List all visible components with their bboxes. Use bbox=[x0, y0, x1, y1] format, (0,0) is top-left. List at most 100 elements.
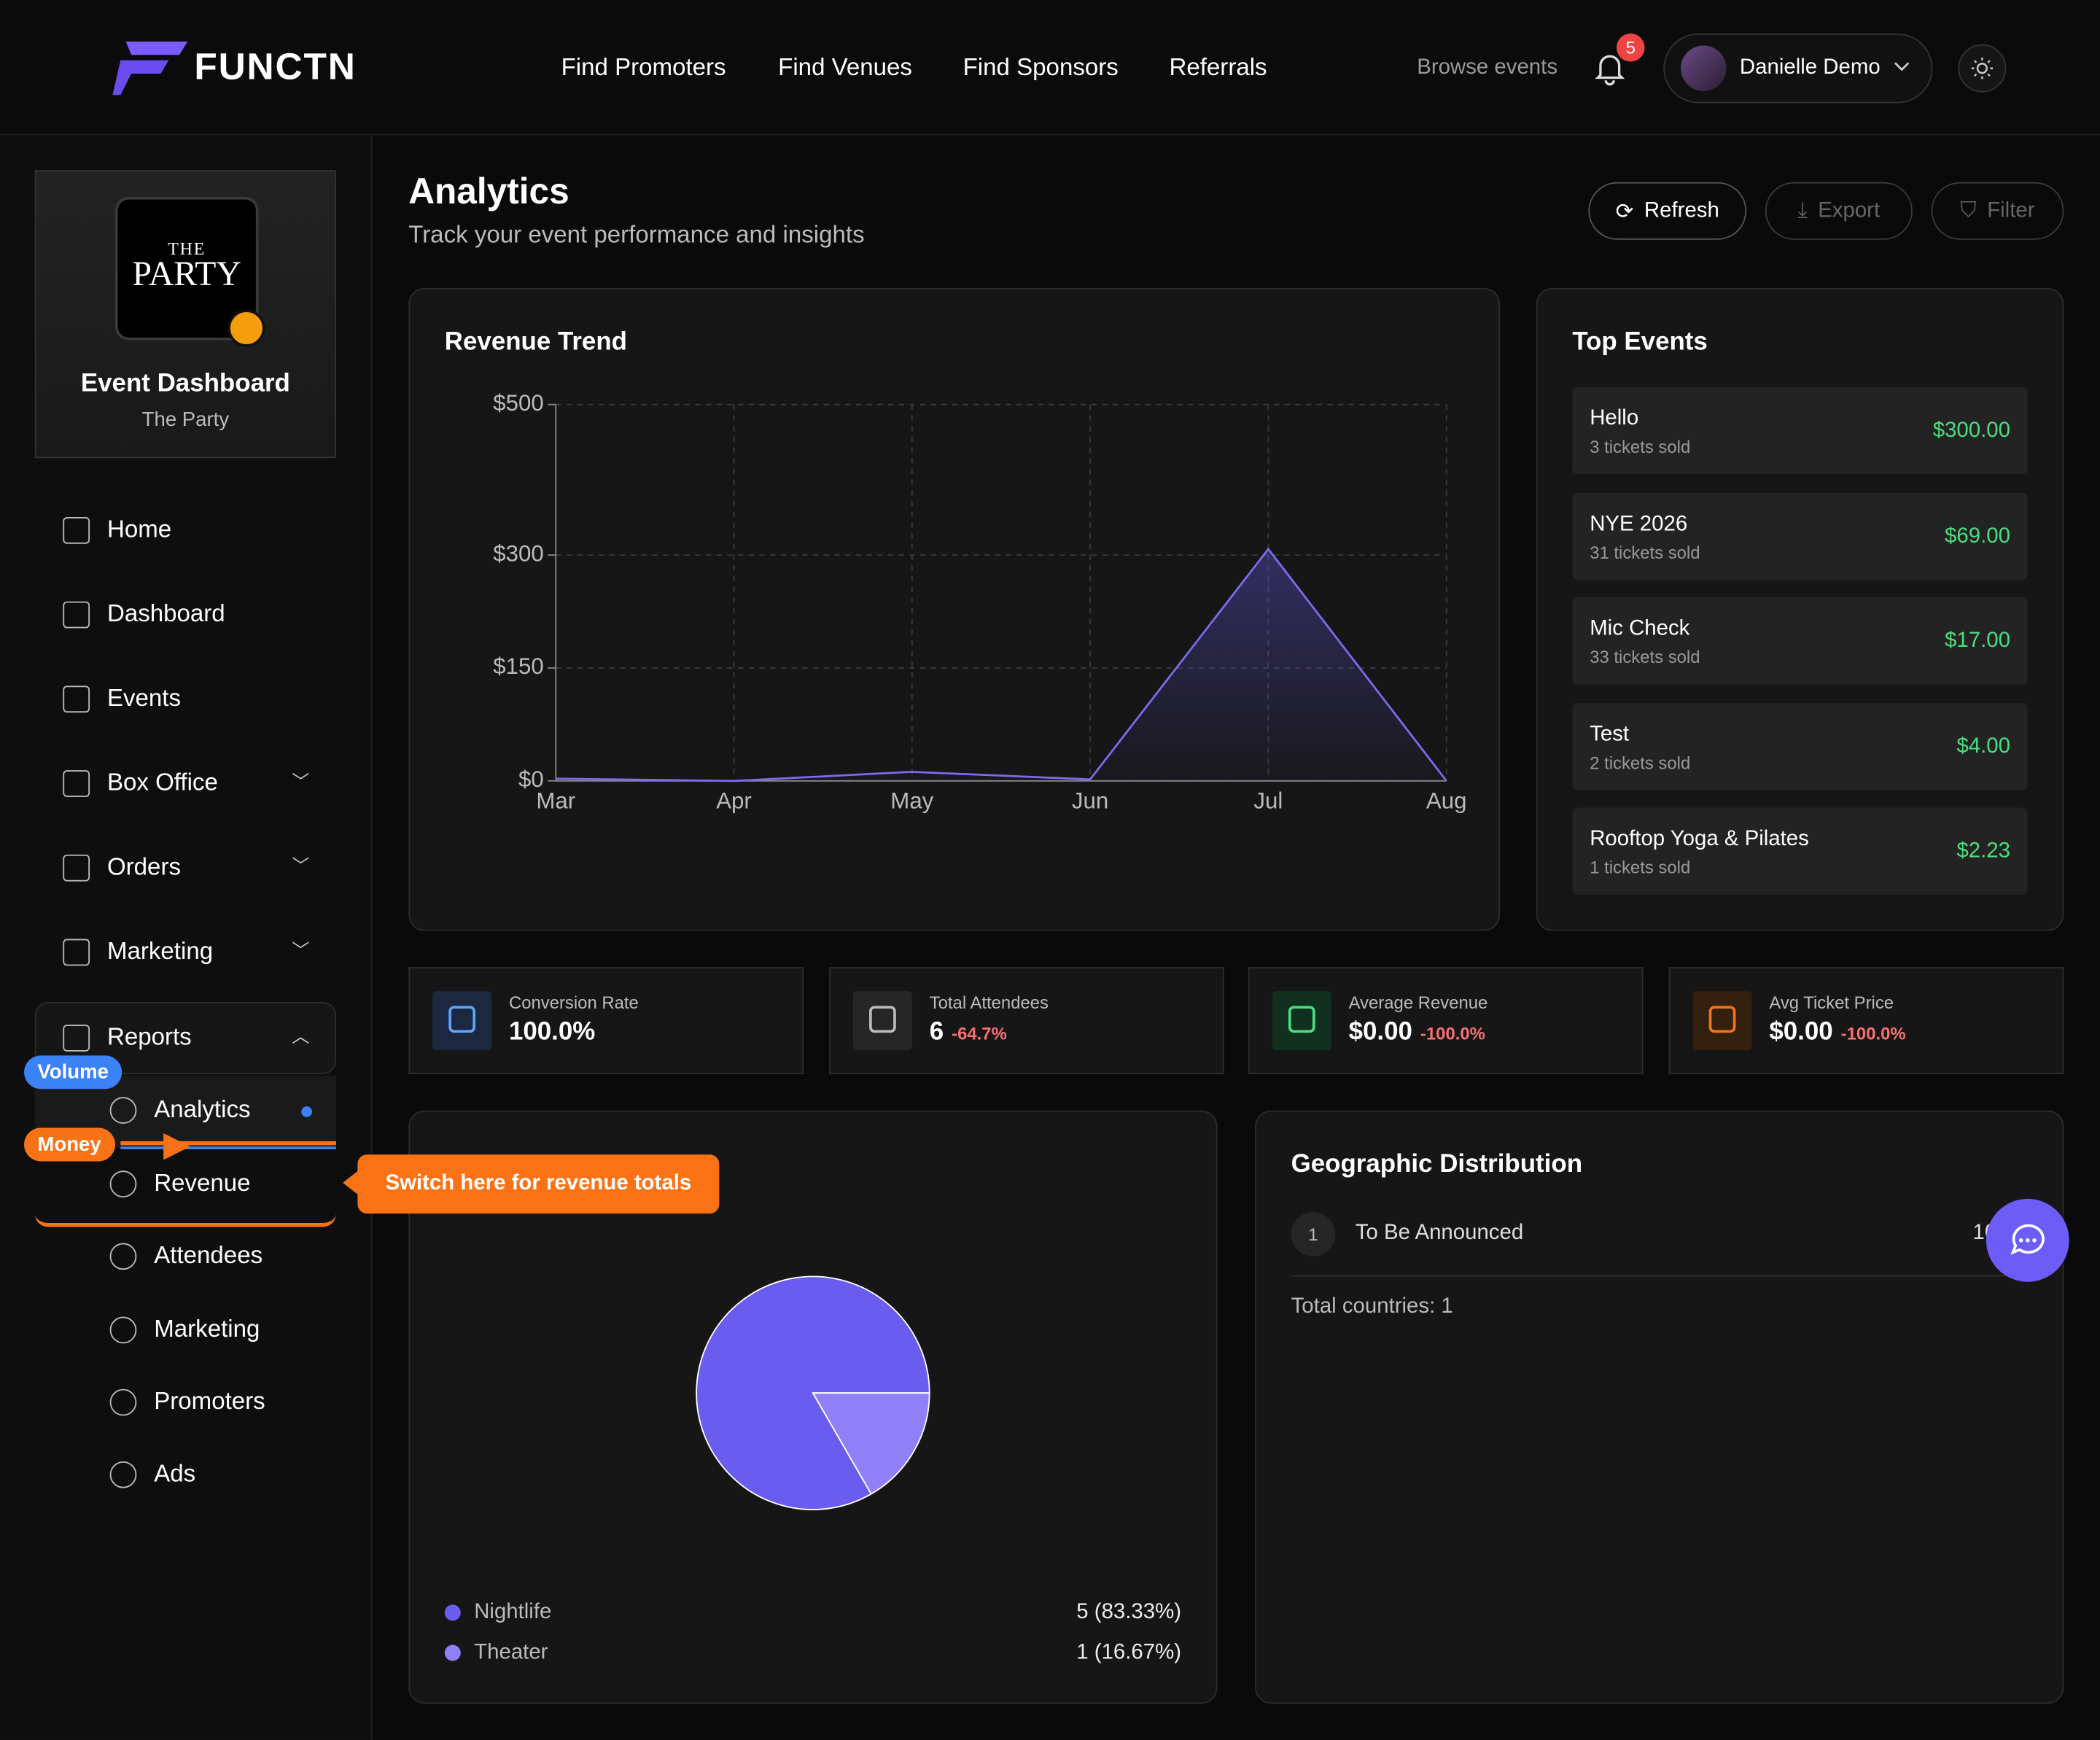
x-tick-label: Apr bbox=[716, 788, 752, 813]
export-button[interactable]: ⤓ Export bbox=[1765, 182, 1913, 240]
event-revenue: $300.00 bbox=[1932, 419, 2010, 443]
stat-icon-glyph bbox=[869, 1006, 896, 1033]
event-sold: 3 tickets sold bbox=[1590, 436, 1691, 457]
nav-link[interactable]: Find Venues bbox=[778, 53, 912, 81]
page-subtitle: Track your event performance and insight… bbox=[408, 221, 865, 248]
stat-icon-glyph bbox=[1288, 1006, 1315, 1033]
submenu-item[interactable]: Revenue bbox=[154, 1169, 251, 1197]
card-title: Revenue Trend bbox=[444, 328, 627, 357]
chevron: ﹀ bbox=[292, 771, 310, 792]
geo-rank: 1 bbox=[1291, 1212, 1336, 1257]
event-row[interactable] bbox=[1572, 702, 2028, 790]
x-tick-label: Jul bbox=[1253, 788, 1283, 813]
nav-link[interactable]: Referrals bbox=[1169, 53, 1267, 81]
button-label: Refresh bbox=[1644, 198, 1719, 222]
legend-dot bbox=[444, 1644, 461, 1661]
logo-icon bbox=[112, 41, 188, 96]
menu-item[interactable]: Marketing bbox=[106, 937, 214, 965]
stat-number: 100.0% bbox=[508, 1017, 596, 1046]
stat-icon bbox=[1692, 991, 1752, 1051]
geo-total: Total countries: 1 bbox=[1291, 1295, 1453, 1318]
event-name: Mic Check bbox=[1590, 617, 1690, 640]
stat-icon bbox=[432, 991, 492, 1051]
event-revenue: $17.00 bbox=[1945, 629, 2010, 653]
menu-item[interactable]: Orders bbox=[106, 853, 181, 880]
submenu-icon bbox=[109, 1388, 137, 1416]
stat-icon bbox=[1272, 991, 1331, 1051]
bell-icon[interactable] bbox=[1594, 51, 1626, 86]
logo-text: FUNCTN bbox=[194, 45, 357, 88]
stat-number: $0.00 bbox=[1348, 1017, 1412, 1046]
submenu-item[interactable]: Promoters bbox=[154, 1387, 265, 1415]
theme-toggle[interactable] bbox=[1958, 44, 2007, 93]
event-name: NYE 2026 bbox=[1590, 512, 1688, 535]
page-title: Analytics bbox=[408, 171, 569, 212]
geo-card bbox=[1255, 1110, 2064, 1704]
area bbox=[556, 548, 1447, 781]
event-row[interactable] bbox=[1572, 387, 2028, 475]
stat-number: $0.00 bbox=[1769, 1017, 1833, 1046]
x-tick-label: Jun bbox=[1072, 788, 1108, 813]
money-badge: Money bbox=[24, 1127, 115, 1162]
event-row[interactable] bbox=[1572, 492, 2028, 580]
y-tick-label: $0 bbox=[518, 766, 544, 792]
stat-label: Conversion Rate bbox=[508, 993, 639, 1013]
stat-change: -64.7% bbox=[952, 1023, 1007, 1044]
submenu-icon bbox=[109, 1461, 137, 1488]
menu-icon bbox=[63, 685, 90, 713]
stat-icon bbox=[853, 991, 912, 1051]
menu-icon bbox=[63, 854, 90, 882]
menu-item[interactable]: Events bbox=[106, 684, 182, 712]
stat-value: 6 -64.7% bbox=[930, 1018, 1007, 1047]
nav-link[interactable]: Find Promoters bbox=[561, 53, 726, 81]
chevron: ﹀ bbox=[292, 855, 310, 877]
divider bbox=[1291, 1275, 2028, 1277]
card-title: Top Events bbox=[1572, 328, 1708, 357]
submenu-item[interactable]: Ads bbox=[154, 1460, 196, 1487]
refresh-button[interactable]: ⟳ Refresh bbox=[1588, 182, 1747, 240]
menu-icon bbox=[63, 516, 90, 544]
menu-item[interactable]: Home bbox=[106, 516, 172, 543]
nav-link[interactable]: Find Sponsors bbox=[962, 53, 1119, 81]
logo-line: THE bbox=[168, 238, 206, 259]
submenu-item[interactable]: Analytics bbox=[154, 1095, 251, 1123]
notification-badge: 5 bbox=[1616, 33, 1645, 62]
annotation-line bbox=[120, 1146, 337, 1149]
menu-item[interactable]: Box Office bbox=[106, 769, 218, 796]
legend-label: Nightlife bbox=[474, 1599, 551, 1623]
stat-icon-glyph bbox=[448, 1006, 476, 1033]
stat-number: 6 bbox=[929, 1017, 944, 1046]
filter-button[interactable]: ⛉ Filter bbox=[1931, 182, 2064, 240]
submenu-item[interactable]: Attendees bbox=[154, 1241, 263, 1269]
legend-value: 5 (83.33%) bbox=[1076, 1599, 1181, 1623]
active-dot bbox=[301, 1106, 312, 1117]
menu-icon bbox=[63, 770, 90, 797]
stat-value: $0.00 -100.0% bbox=[1769, 1018, 1905, 1047]
menu-item[interactable]: Dashboard bbox=[106, 599, 225, 627]
event-row[interactable] bbox=[1572, 807, 2028, 895]
logo-line: PARTY bbox=[132, 254, 241, 294]
y-tick-label: $150 bbox=[493, 653, 543, 679]
submenu-item[interactable]: Marketing bbox=[154, 1315, 260, 1343]
sun-icon bbox=[1971, 57, 1994, 79]
event-row[interactable] bbox=[1572, 597, 2028, 685]
menu-item[interactable]: Reports bbox=[106, 1023, 192, 1051]
stat-change: -100.0% bbox=[1420, 1023, 1485, 1044]
legend-dot bbox=[444, 1604, 461, 1621]
menu-icon bbox=[63, 939, 90, 966]
event-revenue: $69.00 bbox=[1945, 524, 2010, 548]
submenu-icon bbox=[109, 1170, 137, 1198]
event-name: Test bbox=[1590, 722, 1630, 746]
menu-icon bbox=[63, 1025, 90, 1052]
browse-link[interactable]: Browse events bbox=[1417, 56, 1558, 79]
y-tick-label: $300 bbox=[493, 540, 543, 566]
event-sold: 1 tickets sold bbox=[1590, 857, 1691, 878]
stat-label: Avg Ticket Price bbox=[1769, 993, 1894, 1013]
tooltip: Switch here for revenue totals bbox=[357, 1154, 720, 1214]
user-name: Danielle Demo bbox=[1739, 56, 1881, 79]
event-name: Hello bbox=[1590, 407, 1639, 430]
submenu-icon bbox=[109, 1243, 137, 1270]
annotation-line bbox=[120, 1141, 337, 1146]
